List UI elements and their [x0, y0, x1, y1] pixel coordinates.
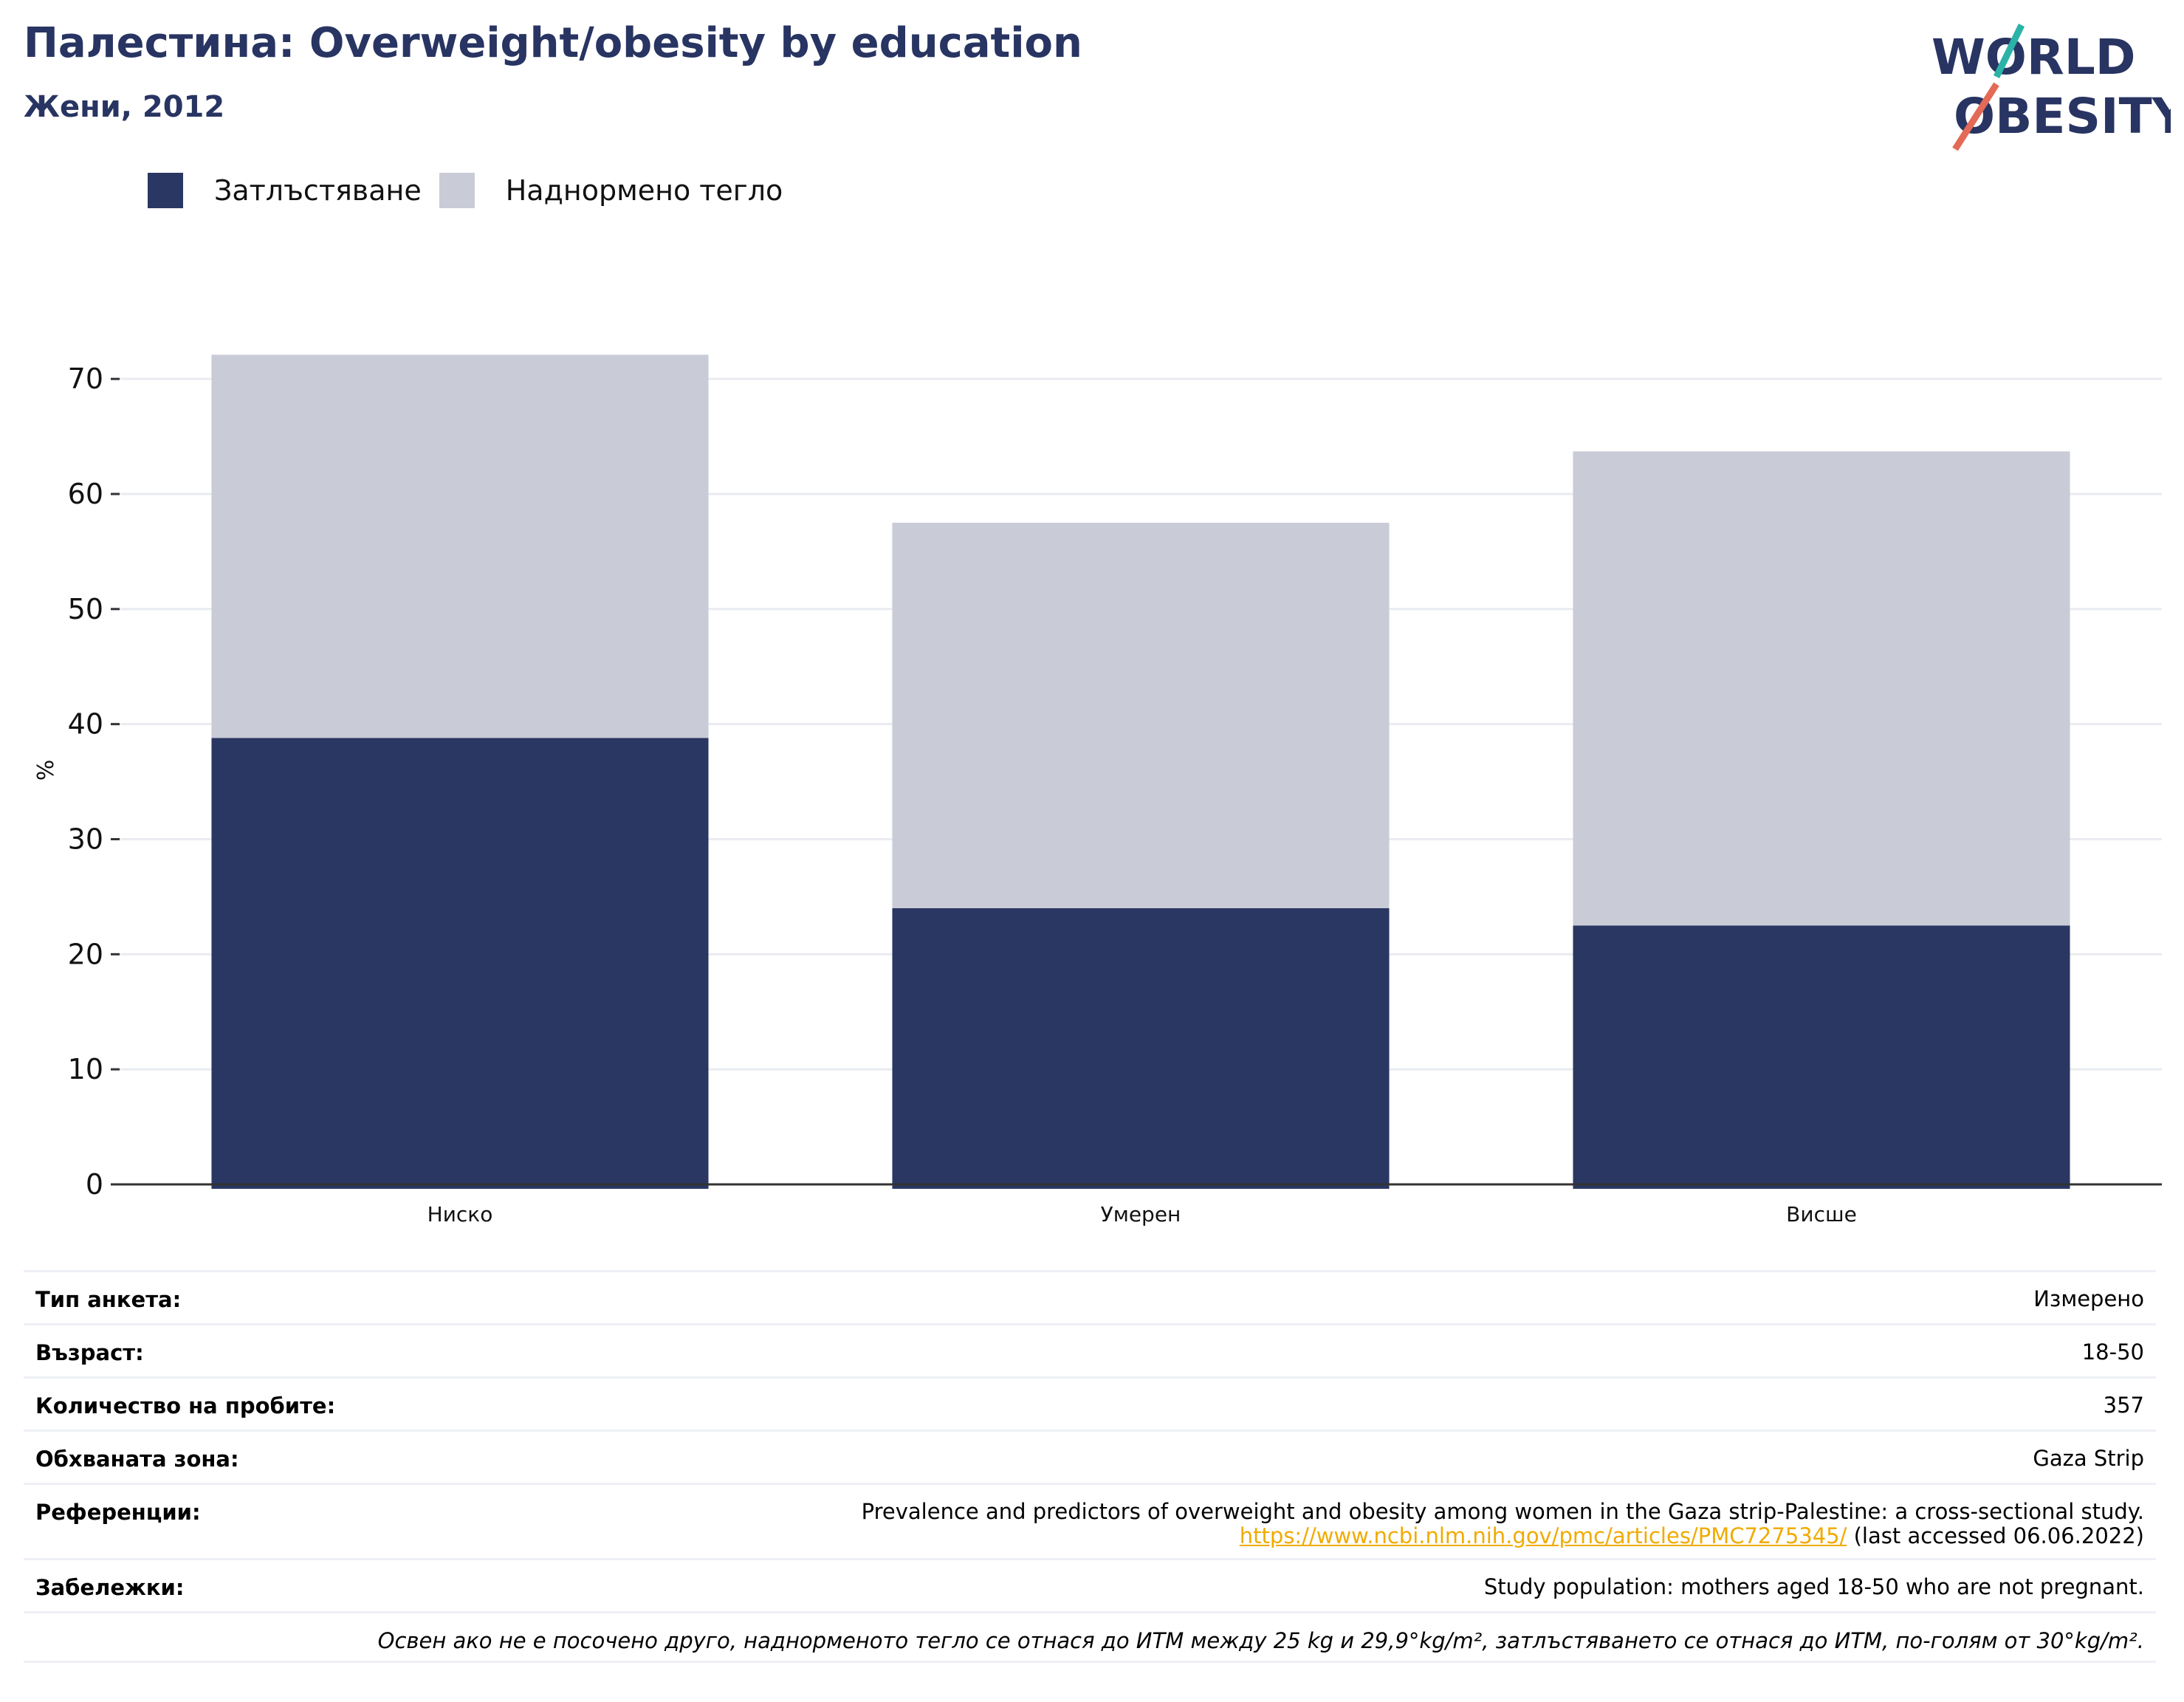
meta-value: Измерено [2033, 1286, 2144, 1311]
y-axis-label: % [33, 760, 59, 781]
bar-overweight [1573, 451, 2070, 926]
meta-label: Възраст: [35, 1340, 144, 1365]
footnote: Освен ако не е посочено друго, наднормен… [377, 1628, 2144, 1653]
meta-label: Забележки: [35, 1575, 185, 1600]
y-tick-label: 10 [68, 1053, 103, 1085]
metadata-table: Тип анкета: Измерено Възраст: 18-50 Коли… [24, 1270, 2156, 1663]
legend-item-obesity: Затлъстяване [148, 173, 422, 208]
x-tick-label: Умерен [1101, 1202, 1181, 1226]
y-tick-label: 60 [68, 478, 103, 510]
y-tick-label: 40 [68, 708, 103, 741]
logo-slash-teal [1993, 24, 2025, 78]
y-tick-label: 30 [68, 823, 103, 856]
reference-accessed: (last accessed 06.06.2022) [1853, 1523, 2144, 1548]
y-tick-label: 20 [68, 938, 103, 970]
bar-overweight [892, 522, 1390, 908]
legend-swatch-overweight [439, 173, 475, 208]
chart-legend: Затлъстяване Наднормено тегло [148, 170, 800, 211]
meta-label: Количество на пробите: [35, 1393, 336, 1418]
bar-obesity [1573, 925, 2070, 1189]
page-subtitle: Жени, 2012 [24, 90, 225, 124]
reference-link[interactable]: https://www.ncbi.nlm.nih.gov/pmc/article… [1239, 1523, 1847, 1548]
bar-overweight [211, 354, 709, 738]
meta-label: Референции: [35, 1500, 201, 1525]
meta-label: Обхваната зона: [35, 1447, 239, 1472]
logo-slash-red [1952, 82, 1999, 151]
meta-row-references: Референции: Prevalence and predictors of… [24, 1483, 2156, 1558]
stacked-bar-chart: 0 10 20 30 40 50 60 70% Ниско Умерен Висше [33, 354, 2162, 1226]
y-tick-label: 70 [68, 363, 103, 395]
legend-label-obesity: Затлъстяване [214, 174, 422, 207]
reference-value: Prevalence and predictors of overweight … [862, 1485, 2144, 1548]
world-obesity-logo: WORLD OBESITY [1931, 24, 2171, 151]
legend-swatch-obesity [148, 173, 183, 208]
page-title: Палестина: Overweight/obesity by educati… [24, 19, 1082, 67]
y-tick-label: 50 [68, 593, 103, 625]
meta-value: 357 [2103, 1393, 2144, 1418]
meta-value: 18-50 [2081, 1339, 2144, 1365]
meta-row-age: Възраст: 18-50 [24, 1323, 2156, 1376]
x-tick-label: Ниско [427, 1202, 493, 1226]
y-tick-label: 0 [86, 1168, 103, 1201]
meta-row-footnote: Освен ако не е посочено друго, наднормен… [24, 1611, 2156, 1663]
meta-row-notes: Забележки: Study population: mothers age… [24, 1558, 2156, 1611]
meta-row-sample-size: Количество на пробите: 357 [24, 1376, 2156, 1430]
x-tick-label: Висше [1786, 1202, 1857, 1226]
legend-item-overweight: Наднормено тегло [439, 173, 783, 208]
meta-row-survey-type: Тип анкета: Измерено [24, 1270, 2156, 1323]
bar-obesity [211, 738, 709, 1189]
meta-label: Тип анкета: [35, 1287, 182, 1312]
logo-text-world: WORLD [1931, 29, 2136, 86]
bar-obesity [892, 908, 1390, 1189]
meta-value: Gaza Strip [2033, 1446, 2144, 1471]
legend-label-overweight: Наднормено тегло [505, 174, 783, 207]
reference-text: Prevalence and predictors of overweight … [861, 1499, 2144, 1524]
meta-row-area: Обхваната зона: Gaza Strip [24, 1430, 2156, 1483]
meta-value: Study population: mothers aged 18-50 who… [1483, 1574, 2144, 1599]
reference-link-line: https://www.ncbi.nlm.nih.gov/pmc/article… [862, 1524, 2144, 1548]
